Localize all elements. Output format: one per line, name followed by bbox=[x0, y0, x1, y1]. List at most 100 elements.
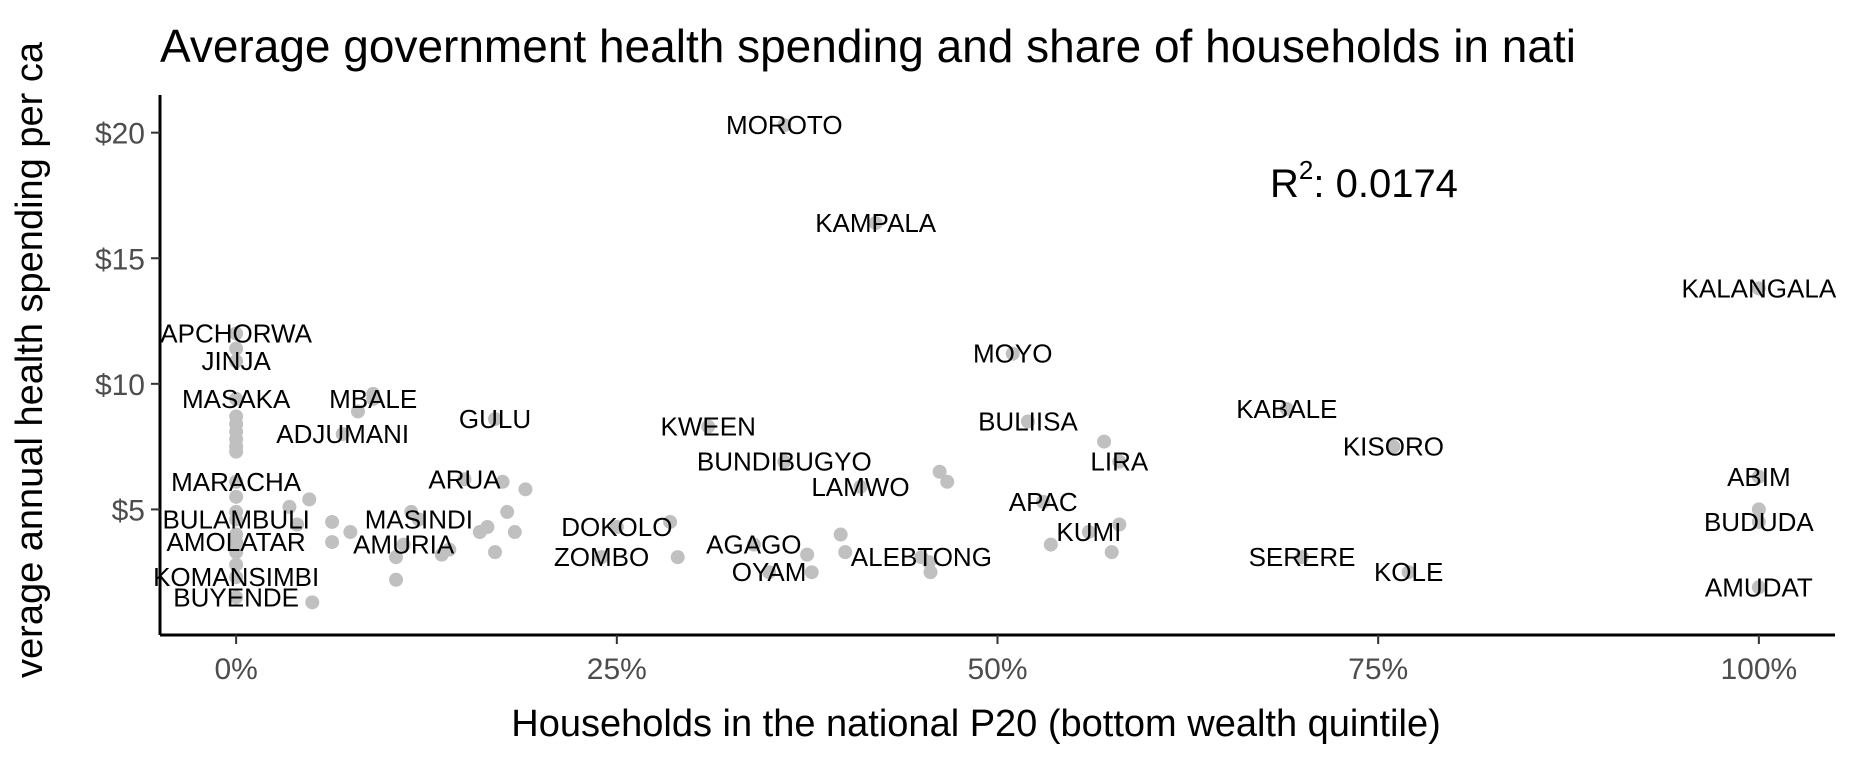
data-point-oyam bbox=[762, 565, 777, 580]
data-point-amolatar bbox=[229, 535, 244, 550]
point-label-kampala: KAMPALA bbox=[815, 208, 937, 238]
data-point-mbale bbox=[366, 391, 381, 406]
data-point-lamwo bbox=[853, 479, 868, 494]
point-label-alebtong: ALEBTONG bbox=[851, 542, 992, 572]
data-point-kween bbox=[701, 419, 716, 434]
y-tick-label: $15 bbox=[95, 243, 145, 276]
data-point-kalangala bbox=[1751, 281, 1766, 296]
data-point bbox=[389, 550, 404, 565]
point-label-kabale: KABALE bbox=[1236, 394, 1337, 424]
point-label-lira: LIRA bbox=[1090, 447, 1148, 477]
point-label-amuria: AMURIA bbox=[353, 530, 455, 560]
point-label-amolatar: AMOLATAR bbox=[167, 527, 306, 557]
y-tick-label: $10 bbox=[95, 369, 145, 402]
data-point bbox=[1043, 537, 1058, 552]
data-point-kabale bbox=[1279, 401, 1294, 416]
point-label-buyende: BUYENDE bbox=[173, 582, 299, 612]
point-label-moyo: MOYO bbox=[973, 339, 1052, 369]
data-point bbox=[229, 489, 244, 504]
data-point-arua bbox=[457, 472, 472, 487]
data-point-buyende bbox=[229, 590, 244, 605]
data-point bbox=[1751, 502, 1766, 517]
point-label-kisoro: KISORO bbox=[1343, 432, 1444, 462]
data-point-abim bbox=[1751, 469, 1766, 484]
data-point bbox=[1097, 434, 1112, 449]
r-squared-annotation: R2: 0.0174 bbox=[1270, 155, 1458, 206]
data-point bbox=[507, 525, 522, 540]
point-label-apchorwa: APCHORWA bbox=[160, 319, 312, 349]
data-point bbox=[495, 474, 510, 489]
y-tick-label: $20 bbox=[95, 118, 145, 151]
data-point bbox=[442, 542, 457, 557]
data-point bbox=[932, 464, 947, 479]
point-label-lamwo: LAMWO bbox=[811, 472, 909, 502]
point-label-masaka: MASAKA bbox=[182, 384, 291, 414]
ticks-layer: 0% 25% 50% 75% 100% $5 $10 $15 $20 bbox=[95, 118, 1797, 686]
chart-title: Average government health spending and s… bbox=[160, 20, 1576, 72]
data-point bbox=[804, 565, 819, 580]
r2-superscript: 2 bbox=[1299, 155, 1313, 185]
r2-value: : 0.0174 bbox=[1313, 162, 1458, 206]
data-point bbox=[800, 547, 815, 562]
data-point-agago bbox=[746, 537, 761, 552]
data-point-kole bbox=[1401, 565, 1416, 580]
y-axis-title: verage annual health spending per ca bbox=[9, 41, 51, 678]
data-point-masindi bbox=[411, 512, 426, 527]
data-point bbox=[1104, 545, 1119, 560]
point-label-kween: KWEEN bbox=[661, 412, 756, 442]
data-point-apac bbox=[1036, 494, 1051, 509]
data-point-bulambuli bbox=[229, 512, 244, 527]
point-label-jinja: JINJA bbox=[201, 346, 271, 376]
data-point-adjumani bbox=[335, 427, 350, 442]
data-point-alebtong bbox=[914, 550, 929, 565]
data-point bbox=[838, 545, 853, 560]
data-point bbox=[940, 474, 955, 489]
x-tick-label: 50% bbox=[967, 653, 1027, 686]
point-label-bududa: BUDUDA bbox=[1704, 507, 1814, 537]
data-point bbox=[480, 520, 495, 534]
data-point bbox=[290, 517, 305, 532]
point-label-gulu: GULU bbox=[459, 404, 531, 434]
data-point bbox=[488, 545, 502, 560]
point-label-masindi: MASINDI bbox=[365, 504, 473, 534]
data-point bbox=[389, 572, 404, 587]
data-point-bundibugyo bbox=[777, 454, 792, 469]
data-point bbox=[229, 341, 244, 356]
data-point bbox=[229, 444, 244, 459]
x-tick-label: 100% bbox=[1720, 653, 1797, 686]
data-point-buliisa bbox=[1020, 414, 1035, 429]
data-point bbox=[923, 565, 938, 580]
point-label-arua: ARUA bbox=[428, 464, 501, 494]
x-axis-title: Households in the national P20 (bottom w… bbox=[511, 703, 1440, 745]
point-label-mbale: MBALE bbox=[329, 384, 417, 414]
data-point-jinja bbox=[229, 354, 244, 369]
data-point bbox=[518, 482, 533, 497]
point-label-zombo: ZOMBO bbox=[554, 542, 649, 572]
point-label-kalangala: KALANGALA bbox=[1682, 273, 1837, 303]
data-point-zombo bbox=[594, 550, 609, 565]
point-label-dokolo: DOKOLO bbox=[561, 512, 672, 542]
data-point bbox=[663, 514, 678, 529]
data-point-moroto bbox=[777, 118, 792, 133]
point-label-agago: AGAGO bbox=[706, 530, 801, 560]
data-point-serere bbox=[1295, 550, 1310, 565]
data-point bbox=[302, 492, 317, 507]
point-label-serere: SERERE bbox=[1249, 542, 1356, 572]
point-label-amudat: AMUDAT bbox=[1705, 572, 1813, 602]
data-point-maracha bbox=[229, 474, 244, 489]
point-label-adjumani: ADJUMANI bbox=[276, 419, 409, 449]
data-point-lira bbox=[1112, 454, 1127, 469]
data-point bbox=[833, 527, 848, 542]
point-label-bundibugyo: BUNDIBUGYO bbox=[697, 447, 872, 477]
data-point-kisoro bbox=[1386, 439, 1401, 454]
data-point-gulu bbox=[488, 412, 502, 426]
data-point bbox=[670, 550, 685, 565]
data-point bbox=[229, 545, 244, 560]
data-point-komansimbi bbox=[229, 570, 244, 585]
x-tick-label: 0% bbox=[214, 653, 257, 686]
y-tick-label: $5 bbox=[112, 494, 145, 527]
data-point-masaka bbox=[229, 391, 244, 406]
points-layer bbox=[229, 118, 1766, 610]
point-label-buliisa: BULIISA bbox=[978, 407, 1078, 437]
